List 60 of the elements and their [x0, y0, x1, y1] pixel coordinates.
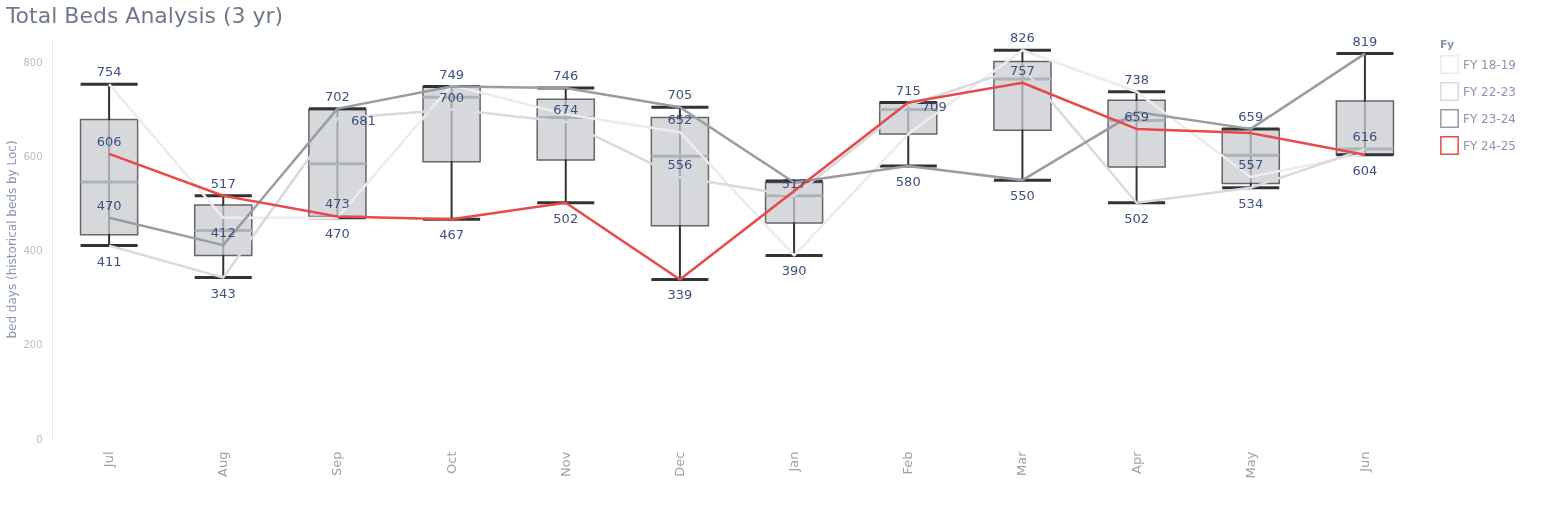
- annotation: 606: [96, 133, 122, 149]
- annotation: 470: [325, 225, 350, 241]
- annotation: 754: [96, 64, 122, 80]
- x-tick-label: Jul: [101, 451, 117, 469]
- annotation: 757: [1010, 62, 1035, 78]
- annotation: 580: [895, 174, 921, 190]
- x-tick-label: Oct: [443, 451, 459, 474]
- x-tick-label: Aug: [215, 451, 231, 477]
- x-tick-label: May: [1242, 451, 1258, 479]
- x-tick-label: Nov: [557, 451, 573, 477]
- annotation: 700: [439, 89, 464, 105]
- x-tick-label: Feb: [900, 451, 916, 475]
- legend-label: FY 18-19: [1463, 57, 1516, 72]
- annotation: 749: [439, 66, 464, 82]
- annotation: 502: [553, 210, 579, 226]
- x-tick-label: Dec: [671, 451, 687, 477]
- annotation: 826: [1010, 30, 1035, 46]
- chart-title: Total Beds Analysis (3 yr): [4, 3, 284, 29]
- annotation: 604: [1352, 162, 1378, 178]
- y-tick-label: 600: [23, 151, 43, 163]
- annotation: 709: [921, 99, 947, 115]
- legend-title: Fy: [1440, 38, 1455, 51]
- annotation: 343: [210, 285, 236, 301]
- annotation: 556: [667, 157, 693, 173]
- annotation: 502: [1124, 210, 1149, 226]
- annotation: 705: [667, 87, 693, 103]
- y-tick-label: 0: [36, 433, 43, 445]
- annotation: 702: [325, 88, 350, 104]
- annotation: 411: [96, 253, 122, 269]
- x-tick-label: Jan: [786, 451, 802, 473]
- y-tick-label: 800: [23, 57, 43, 69]
- annotation: 467: [439, 227, 464, 243]
- annotation: 473: [325, 196, 350, 212]
- y-tick-label: 200: [23, 339, 43, 351]
- annotation: 534: [1238, 195, 1264, 211]
- annotation: 412: [210, 225, 236, 241]
- annotation: 674: [553, 101, 579, 117]
- x-tick-label: Sep: [329, 451, 345, 477]
- legend-label: FY 24-25: [1463, 138, 1516, 153]
- y-axis-title: bed days (historical beds by Loc): [5, 140, 20, 339]
- legend-label: FY 23-24: [1463, 111, 1516, 126]
- annotation: 659: [1124, 108, 1149, 124]
- annotation: 517: [210, 175, 236, 191]
- annotation: 616: [1352, 129, 1378, 145]
- y-tick-label: 400: [23, 245, 43, 257]
- annotation: 390: [781, 263, 807, 279]
- annotation: 339: [667, 287, 693, 303]
- annotation: 470: [96, 197, 122, 213]
- annotation: 738: [1124, 71, 1149, 87]
- annotation: 746: [553, 67, 579, 83]
- annotation: 550: [1010, 188, 1035, 204]
- annotation: 715: [895, 82, 921, 98]
- annotation: 659: [1238, 108, 1264, 124]
- legend-label: FY 22-23: [1463, 84, 1516, 99]
- annotation: 819: [1352, 33, 1378, 49]
- x-tick-label: Mar: [1014, 450, 1030, 477]
- annotation: 681: [351, 112, 376, 128]
- x-tick-label: Jun: [1356, 451, 1372, 473]
- x-tick-label: Apr: [1128, 450, 1144, 474]
- annotation: 557: [1238, 156, 1264, 172]
